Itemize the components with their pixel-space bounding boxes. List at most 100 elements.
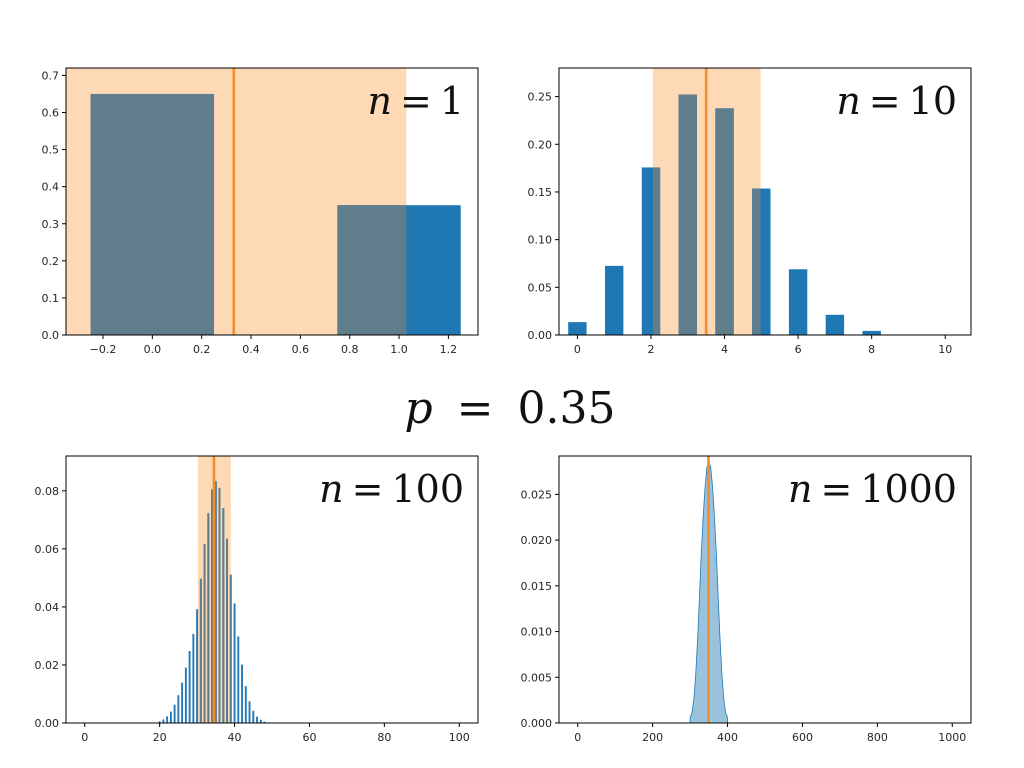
bar-x-43 bbox=[244, 686, 247, 723]
panel-label-equals: = bbox=[400, 79, 432, 123]
axes-frame bbox=[558, 67, 972, 336]
panel-label-value: 1000 bbox=[860, 467, 957, 511]
bar-overlap-x-36 bbox=[218, 487, 221, 723]
x-tick-label: 400 bbox=[717, 731, 738, 744]
y-tick-label: 0.7 bbox=[42, 69, 60, 82]
bar-x-45 bbox=[252, 710, 255, 723]
plot-area bbox=[66, 68, 461, 335]
figure-suptitle: p = 0.35 bbox=[404, 383, 615, 434]
axes-frame bbox=[65, 455, 479, 724]
y-tick-label: 0.010 bbox=[521, 626, 553, 639]
suptitle-equals: = bbox=[457, 383, 494, 434]
y-tick-label: 0.4 bbox=[42, 181, 60, 194]
bar-x-30 bbox=[196, 609, 199, 723]
y-tick-label: 0.5 bbox=[42, 144, 60, 157]
bar-x-28 bbox=[188, 651, 191, 723]
y-tick-label: 0.04 bbox=[35, 601, 60, 614]
bar-overlap-x-32 bbox=[203, 544, 206, 723]
bar-x-42 bbox=[241, 664, 243, 723]
plot-area bbox=[568, 68, 955, 335]
y-tick-label: 0.000 bbox=[521, 717, 553, 730]
y-tick-label: 0.2 bbox=[42, 255, 60, 268]
panel-label-symbol: n bbox=[367, 79, 391, 123]
bar-overlap-x-5 bbox=[752, 188, 761, 335]
bar-x-24 bbox=[173, 704, 176, 723]
bar-overlap-x-33 bbox=[207, 513, 210, 723]
bar-x-27 bbox=[184, 667, 187, 723]
panel-label-value: 10 bbox=[909, 79, 957, 123]
panel-label-n-1000: n = 1000 bbox=[788, 467, 957, 511]
y-tick-label: 0.1 bbox=[42, 292, 60, 305]
y-tick-label: 0.3 bbox=[42, 218, 60, 231]
y-tick-label: 0.10 bbox=[528, 234, 553, 247]
bar-x-46 bbox=[256, 716, 258, 723]
x-tick-label: 0.4 bbox=[242, 343, 260, 356]
plot-area bbox=[689, 456, 728, 723]
y-tick-label: 0.05 bbox=[528, 281, 553, 294]
y-tick-label: 0.06 bbox=[35, 543, 60, 556]
axes-frame bbox=[65, 67, 479, 336]
y-tick-label: 0.08 bbox=[35, 485, 60, 498]
bar-overlap-x-2 bbox=[652, 167, 661, 335]
bar-x-8 bbox=[862, 330, 881, 335]
subplot-1000: 0 200 400 600 800 1000 0.000 0.005 0.010 0.015 0.0… bbox=[521, 455, 972, 744]
x-tick-label: 0.8 bbox=[341, 343, 359, 356]
x-tick-label: 0 bbox=[574, 731, 581, 744]
y-tick-label: 0.02 bbox=[35, 659, 60, 672]
x-tick-label: 6 bbox=[795, 343, 802, 356]
axes-frame bbox=[558, 455, 972, 724]
bar-overlap-x-38 bbox=[226, 538, 228, 723]
subplot-1: −0.2 0.0 0.2 0.4 0.6 0.8 1.0 1.2 0.0 0.1 0.2 0.3 0.4… bbox=[42, 67, 479, 356]
x-tick-label: 0 bbox=[574, 343, 581, 356]
subplot-100: 0 20 40 60 80 1000.000.020.040.060.08 n = 100 bbox=[35, 455, 479, 744]
x-tick-label: −0.2 bbox=[90, 343, 117, 356]
bar-overlap-x-0 bbox=[90, 93, 215, 335]
x-tick-label: 4 bbox=[721, 343, 728, 356]
bar-overlap-x-34 bbox=[211, 489, 214, 723]
bar-overlap-x-3 bbox=[678, 94, 697, 335]
y-tick-label: 0.20 bbox=[528, 138, 553, 151]
bar-x-6 bbox=[788, 269, 808, 335]
bar-x-41 bbox=[237, 636, 240, 723]
x-tick-label: 8 bbox=[868, 343, 875, 356]
plot-area bbox=[158, 456, 273, 723]
bar-x-47 bbox=[259, 719, 262, 723]
bar-x-20 bbox=[158, 721, 161, 723]
x-tick-label: 20 bbox=[153, 731, 167, 744]
x-tick-label: 800 bbox=[867, 731, 888, 744]
y-tick-label: 0.015 bbox=[521, 580, 553, 593]
x-tick-label: 2 bbox=[647, 343, 654, 356]
bar-overlap-x-4 bbox=[715, 108, 734, 335]
y-tick-label: 0.005 bbox=[521, 671, 553, 684]
bar-overlap-x-37 bbox=[222, 508, 225, 723]
panel-label-equals: = bbox=[820, 467, 852, 511]
x-tick-label: 1000 bbox=[938, 731, 966, 744]
panel-label-equals: = bbox=[352, 467, 384, 511]
y-tick-label: 0.0 bbox=[42, 329, 60, 342]
x-tick-label: 10 bbox=[938, 343, 952, 356]
bar-x-22 bbox=[166, 716, 169, 723]
panel-label-n-1: n = 1 bbox=[367, 79, 464, 123]
bar-x-23 bbox=[169, 711, 172, 723]
bar-x-48 bbox=[263, 721, 266, 723]
panel-label-n-100: n = 100 bbox=[319, 467, 464, 511]
bar-x-0 bbox=[568, 322, 587, 335]
bar-x-7 bbox=[825, 314, 845, 335]
x-tick-label: 0.2 bbox=[193, 343, 211, 356]
x-tick-label: 600 bbox=[792, 731, 813, 744]
panel-label-equals: = bbox=[869, 79, 901, 123]
y-tick-label: 0.025 bbox=[521, 488, 553, 501]
y-tick-label: 0.15 bbox=[528, 186, 553, 199]
y-tick-label: 0.020 bbox=[521, 534, 553, 547]
panel-label-symbol: n bbox=[319, 467, 343, 511]
suptitle-value: 0.35 bbox=[518, 383, 616, 434]
y-tick-label: 0.25 bbox=[528, 91, 553, 104]
x-tick-label: 0.6 bbox=[292, 343, 310, 356]
x-tick-label: 80 bbox=[377, 731, 391, 744]
y-tick-label: 0.6 bbox=[42, 107, 60, 120]
x-tick-label: 1.2 bbox=[440, 343, 458, 356]
x-tick-label: 200 bbox=[642, 731, 663, 744]
bar-x-40 bbox=[233, 603, 236, 723]
bar-x-26 bbox=[181, 682, 184, 723]
bar-x-25 bbox=[177, 695, 180, 723]
